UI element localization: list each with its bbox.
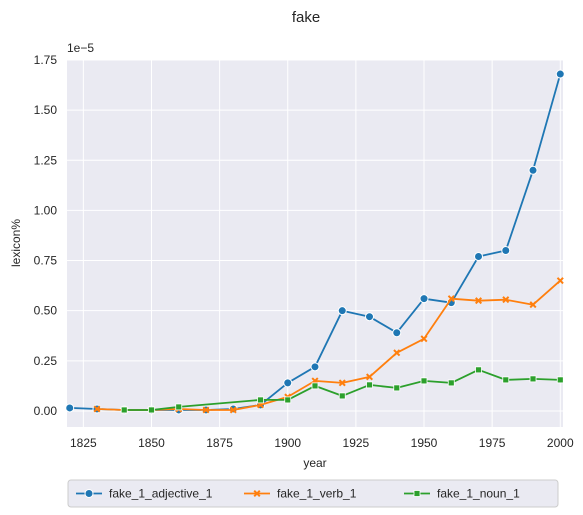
x-tick-label: 2000 <box>547 436 574 450</box>
data-point <box>365 373 374 381</box>
legend-entry: fake_1_verb_1 <box>244 487 357 501</box>
data-point <box>413 490 421 497</box>
x-tick-label: 1825 <box>70 436 97 450</box>
y-tick-label: 1.75 <box>34 53 58 67</box>
data-point <box>120 406 128 414</box>
data-point <box>93 405 101 413</box>
data-point <box>366 381 373 389</box>
x-tick-label: 1850 <box>138 436 165 450</box>
legend-entry: fake_1_noun_1 <box>404 487 520 501</box>
y-tick-label: 0.25 <box>34 354 58 368</box>
data-point <box>310 362 320 372</box>
chart-title: fake <box>292 9 320 26</box>
y-tick-label: 0.75 <box>34 254 58 268</box>
data-point <box>447 295 455 303</box>
data-point <box>556 376 564 384</box>
legend-entry: fake_1_adjective_1 <box>76 487 213 501</box>
y-tick-label: 1.00 <box>34 203 58 217</box>
legend-items: fake_1_adjective_1 fake_1_verb_1 fake_1_no… <box>76 487 520 501</box>
legend: fake_1_adjective_1 fake_1_verb_1 fake_1_no… <box>67 479 559 508</box>
data-point <box>337 306 347 316</box>
data-point <box>148 406 155 414</box>
data-point <box>392 328 402 338</box>
data-point <box>502 296 510 304</box>
series-line <box>96 279 561 411</box>
x-tick-label: 1950 <box>411 436 438 450</box>
y-tick-label: 0.00 <box>34 404 58 418</box>
legend-box <box>67 479 559 508</box>
data-point <box>420 377 428 385</box>
data-point <box>501 246 511 256</box>
data-point <box>284 396 292 404</box>
data-point <box>311 382 319 390</box>
data-point <box>65 403 75 413</box>
data-point <box>365 312 375 322</box>
data-point <box>393 384 401 392</box>
plot-area <box>67 60 563 427</box>
data-point <box>84 489 94 498</box>
data-point <box>253 489 261 498</box>
y-tick-label: 1.50 <box>34 103 58 117</box>
legend-label: fake_1_verb_1 <box>277 487 357 501</box>
data-point <box>475 297 483 305</box>
data-point <box>229 406 237 414</box>
data-point <box>555 69 565 79</box>
data-point <box>529 301 537 309</box>
data-point <box>475 366 482 374</box>
data-point <box>283 378 293 388</box>
data-point <box>393 349 401 357</box>
legend-label: fake_1_adjective_1 <box>109 487 213 501</box>
data-point <box>202 406 210 414</box>
data-point <box>502 376 510 384</box>
gridlines <box>67 59 563 427</box>
y-axis-label: lexicon% <box>9 219 23 267</box>
data-point <box>338 392 346 400</box>
x-tick-label: 1975 <box>479 436 506 450</box>
legend-label: fake_1_noun_1 <box>437 487 520 501</box>
series-fake_1_noun_1 <box>120 366 564 414</box>
data-point <box>447 379 455 387</box>
data-point <box>528 165 538 175</box>
data-point <box>529 375 537 383</box>
x-tick-label: 1925 <box>343 436 370 450</box>
x-axis-label: year <box>303 456 326 470</box>
x-tick-label: 1875 <box>206 436 233 450</box>
data-point <box>257 396 264 404</box>
y-exponent-label: 1e−5 <box>67 41 94 55</box>
data-point <box>419 294 429 304</box>
y-tick-label: 1.25 <box>34 153 58 167</box>
series-layer <box>65 69 565 415</box>
series-fake_1_verb_1 <box>93 277 564 414</box>
data-point <box>338 379 346 387</box>
data-point <box>556 277 564 285</box>
data-point <box>420 335 428 343</box>
axis-ticks: 1825 1850 1875 1900 1925 1950 1975 2000 0.00 0.25… <box>34 53 574 450</box>
y-tick-label: 0.50 <box>34 304 58 318</box>
x-tick-label: 1900 <box>274 436 301 450</box>
data-point <box>474 252 484 262</box>
data-point <box>175 403 183 411</box>
